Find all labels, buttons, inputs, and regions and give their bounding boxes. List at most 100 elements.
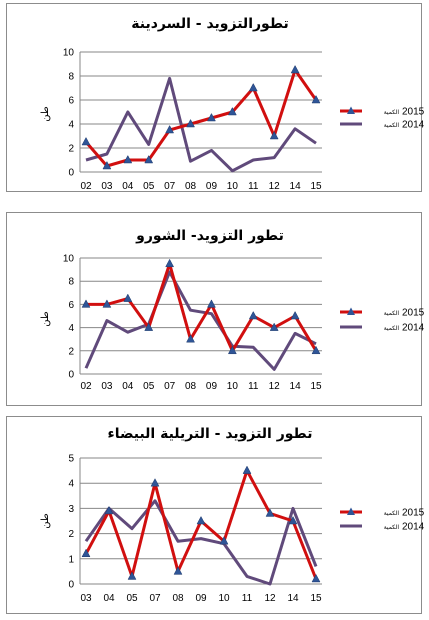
- x-tick-label: 10: [227, 381, 239, 392]
- x-tick-label: 14: [290, 381, 302, 392]
- legend-suffix: الكمية: [384, 122, 400, 129]
- data-point-marker: [290, 64, 300, 74]
- legend-suffix: الكمية: [384, 325, 400, 332]
- data-point-marker: [173, 566, 183, 575]
- data-point-marker: [186, 118, 195, 128]
- x-tick-label: 10: [218, 593, 230, 604]
- y-axis-label: طن: [40, 311, 51, 327]
- data-point-marker: [123, 154, 133, 164]
- data-point-marker: [104, 505, 114, 515]
- data-point-marker: [311, 573, 321, 583]
- data-point-marker: [219, 536, 229, 545]
- data-point-marker: [165, 258, 175, 268]
- x-tick-label: 07: [149, 593, 161, 604]
- data-point-marker: [144, 154, 154, 164]
- x-tick-label: 02: [80, 381, 92, 392]
- legend-marker: [347, 106, 355, 114]
- legend-marker: [347, 307, 355, 315]
- data-point-marker: [269, 130, 279, 140]
- legend-marker: [347, 507, 355, 515]
- y-tick-label: 10: [63, 48, 75, 59]
- legend-suffix: الكمية: [384, 510, 400, 517]
- x-tick-label: 09: [195, 593, 207, 604]
- legend-year: 2014: [402, 522, 425, 533]
- chart-panel-sardine: تطورالتزويد - السردينة 0 2 4 6 8 10 طن 02 03 04 05 0…: [6, 3, 425, 192]
- legend-year: 2014: [402, 120, 425, 131]
- y-tick-label: 6: [68, 300, 74, 311]
- data-point-marker: [81, 548, 91, 558]
- data-point-marker: [127, 571, 137, 580]
- chart-panel-shourou: تطور التزويد- الشورو 0 2 4 6 8 10 طن 02 03 04 05 07 0…: [6, 212, 425, 406]
- data-point-marker: [207, 299, 216, 308]
- x-tick-label: 03: [101, 181, 113, 192]
- y-tick-label: 2: [68, 529, 74, 540]
- y-tick-label: 1: [68, 554, 74, 565]
- data-point-marker: [81, 136, 91, 146]
- x-tick-label: 04: [122, 181, 134, 192]
- data-point-marker: [102, 299, 112, 308]
- chart-title: تطور التزويد - التريلية البيضاء: [108, 426, 313, 442]
- x-tick-label: 14: [287, 593, 299, 604]
- y-tick-label: 4: [68, 479, 74, 490]
- x-tick-label: 02: [80, 181, 92, 192]
- data-point-marker: [288, 515, 298, 525]
- data-point-marker: [311, 345, 321, 355]
- series-line-2014: [85, 76, 317, 173]
- y-axis-label: طن: [40, 513, 51, 529]
- legend-year: 2015: [402, 107, 425, 118]
- y-tick-label: 4: [68, 120, 74, 131]
- y-tick-label: 2: [68, 144, 74, 155]
- x-tick-label: 04: [122, 381, 134, 392]
- x-tick-label: 07: [164, 381, 176, 392]
- data-point-marker: [248, 310, 258, 320]
- x-tick-label: 04: [103, 593, 115, 604]
- series-line-2014: [84, 270, 317, 371]
- y-tick-label: 10: [63, 254, 75, 265]
- chart-panel-white-trevally: تطور التزويد - التريلية البيضاء 0 1 2 3 4 5 طن 0…: [6, 416, 425, 614]
- data-point-marker: [150, 478, 160, 487]
- series-line-2015: [84, 68, 318, 168]
- x-tick-label: 15: [310, 381, 322, 392]
- data-point-marker: [81, 299, 91, 308]
- y-tick-label: 0: [68, 168, 74, 179]
- x-tick-label: 11: [242, 593, 253, 604]
- legend-year: 2015: [402, 508, 425, 519]
- x-tick-label: 05: [143, 381, 155, 392]
- x-tick-label: 05: [143, 181, 155, 192]
- chart-title: تطورالتزويد - السردينة: [131, 16, 288, 32]
- data-point-marker: [290, 310, 300, 320]
- series-line-2015: [86, 262, 318, 353]
- chart-white-trevally: تطور التزويد - التريلية البيضاء012345طن0…: [40, 426, 425, 604]
- data-point-marker: [207, 112, 216, 122]
- data-point-marker: [227, 106, 237, 116]
- y-tick-label: 8: [68, 72, 74, 83]
- x-tick-label: 12: [269, 181, 281, 192]
- data-point-marker: [165, 124, 175, 134]
- legend-suffix: الكمية: [384, 524, 400, 531]
- legend-year: 2015: [402, 308, 425, 319]
- y-tick-label: 6: [68, 96, 74, 107]
- x-tick-label: 09: [206, 381, 218, 392]
- x-tick-label: 09: [206, 181, 218, 192]
- x-tick-label: 14: [290, 181, 302, 192]
- x-tick-label: 08: [172, 593, 184, 604]
- x-tick-label: 10: [227, 181, 239, 192]
- y-tick-label: 4: [68, 323, 74, 334]
- x-tick-label: 08: [185, 181, 197, 192]
- data-point-marker: [123, 293, 133, 302]
- y-tick-label: 8: [68, 277, 74, 288]
- x-tick-label: 11: [248, 181, 259, 192]
- data-point-marker: [265, 508, 275, 517]
- chart-title: تطور التزويد- الشورو: [135, 228, 284, 244]
- series-line-2015: [84, 469, 318, 580]
- legend-year: 2014: [402, 323, 425, 334]
- data-point-marker: [242, 465, 252, 474]
- data-point-marker: [196, 515, 206, 525]
- y-tick-label: 3: [68, 504, 74, 515]
- x-tick-label: 08: [185, 381, 197, 392]
- x-tick-label: 15: [310, 593, 322, 604]
- data-point-marker: [227, 345, 237, 355]
- data-point-marker: [144, 322, 154, 331]
